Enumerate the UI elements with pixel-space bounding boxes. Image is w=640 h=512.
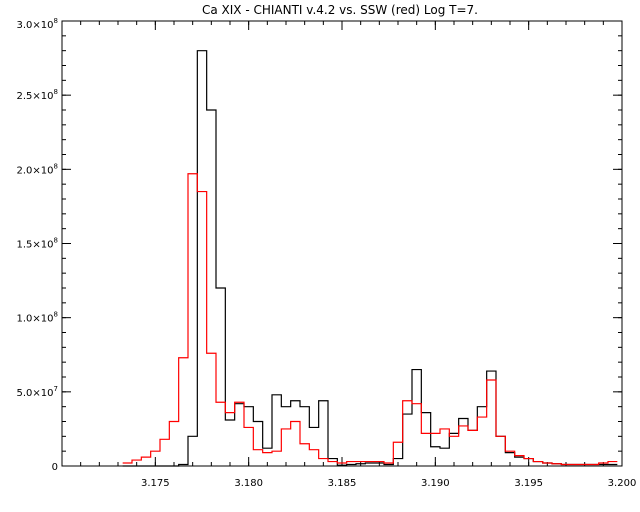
x-tick-label: 3.185 bbox=[328, 478, 357, 489]
x-axis: 3.175 3.180 3.185 3.190 3.195 3.200 bbox=[61, 21, 637, 489]
y-tick-label: 5.0×107 bbox=[17, 385, 58, 399]
y-tick-label: 2.5×108 bbox=[17, 88, 58, 102]
y-axis: 0 5.0×107 1.0×108 1.5×108 2.0×108 2.5×108 3.0×… bbox=[17, 17, 622, 473]
x-tick-label: 3.180 bbox=[234, 478, 263, 489]
x-tick-label: 3.200 bbox=[608, 478, 637, 489]
x-tick-label: 3.175 bbox=[141, 478, 170, 489]
series-1-line bbox=[122, 173, 618, 466]
y-tick-label: 2.0×108 bbox=[17, 162, 58, 176]
plot-frame bbox=[61, 20, 623, 467]
y-tick-label: 1.5×108 bbox=[17, 237, 58, 251]
x-tick-label: 3.190 bbox=[421, 478, 450, 489]
y-tick-label: 0 bbox=[52, 462, 58, 473]
y-tick-label: 1.0×108 bbox=[17, 311, 58, 325]
series-layer bbox=[122, 50, 618, 467]
y-tick-label: 3.0×108 bbox=[17, 17, 58, 31]
series-0-line bbox=[122, 50, 618, 467]
chart-title: Ca XIX - CHIANTI v.4.2 vs. SSW (red) Log… bbox=[202, 3, 478, 17]
x-tick-label: 3.195 bbox=[514, 478, 543, 489]
